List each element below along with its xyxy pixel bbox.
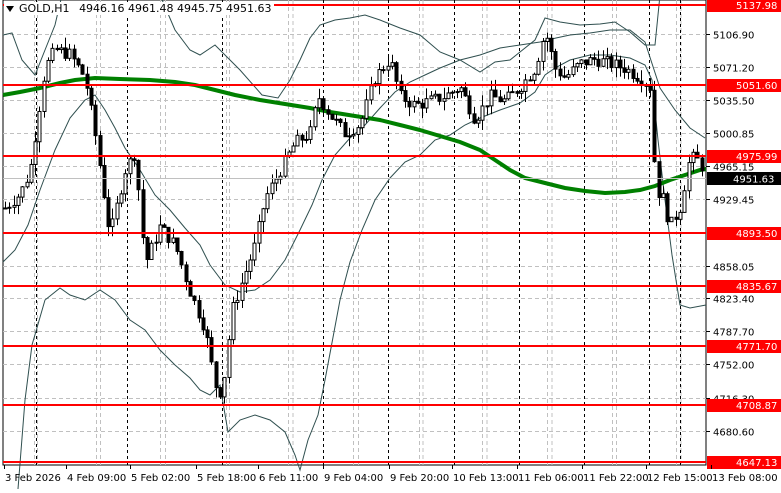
price-tick-label: 5035.50 xyxy=(713,97,754,108)
time-axis: 3 Feb 2026 4 Feb 09:00 5 Feb 02:00 5 Feb 18… xyxy=(4,465,778,484)
time-tick-label: 9 Feb 20:00 xyxy=(390,473,449,484)
ohlc-label: 4946.16 4961.48 4945.75 4951.63 xyxy=(79,2,272,15)
time-tick-label: 5 Feb 18:00 xyxy=(197,473,256,484)
level-price-label: 4893.50 xyxy=(736,229,777,240)
price-axis: 5106.90 5071.20 5035.50 5000.85 4965.15 4929.… xyxy=(706,0,781,469)
symbol-label: GOLD,H1 xyxy=(19,2,70,15)
price-tick-label: 5071.20 xyxy=(713,64,754,75)
time-tick-label: 5 Feb 02:00 xyxy=(131,473,190,484)
time-tick-label: 6 Feb 11:00 xyxy=(259,473,318,484)
level-price-badge xyxy=(707,79,781,92)
time-tick-label: 10 Feb 13:00 xyxy=(453,473,519,484)
level-price-label: 4647.13 xyxy=(736,458,777,469)
chart-title: GOLD,H1 4946.16 4961.48 4945.75 4951.63 xyxy=(4,2,274,15)
level-price-label: 4835.67 xyxy=(736,282,777,293)
current-price-label: 4951.63 xyxy=(733,175,774,186)
level-price-badge xyxy=(707,456,781,469)
price-tick-label: 5000.85 xyxy=(713,130,754,141)
moving-average-line xyxy=(2,75,707,196)
time-tick-label: 12 Feb 15:00 xyxy=(647,473,713,484)
level-price-label: 5137.98 xyxy=(736,1,777,12)
upper-band xyxy=(2,0,62,76)
price-tick-label: 4787.70 xyxy=(713,328,754,339)
level-price-badge xyxy=(707,399,781,412)
price-tick-label: 4858.05 xyxy=(713,263,754,274)
middle-band xyxy=(2,29,706,293)
level-price-label: 4975.99 xyxy=(736,152,777,163)
level-price-badge xyxy=(707,227,781,240)
level-price-label: 4771.70 xyxy=(736,342,777,353)
triangle-down-icon[interactable] xyxy=(6,6,14,12)
price-tick-label: 4929.45 xyxy=(713,196,754,207)
level-price-label: 5051.60 xyxy=(736,81,777,92)
price-tick-label: 4680.60 xyxy=(713,428,754,439)
level-price-badge xyxy=(707,280,781,293)
time-tick-label: 13 Feb 08:00 xyxy=(712,473,778,484)
level-price-badge xyxy=(707,340,781,353)
upper-band-2 xyxy=(161,0,661,99)
price-tick-label: 4965.15 xyxy=(713,163,754,174)
level-price-label: 4708.87 xyxy=(736,401,777,412)
time-tick-label: 4 Feb 09:00 xyxy=(67,473,126,484)
time-tick-label: 3 Feb 2026 xyxy=(5,473,61,484)
level-price-badge xyxy=(707,0,781,12)
candlesticks xyxy=(3,32,705,404)
level-price-badge xyxy=(707,150,781,163)
levels xyxy=(3,4,706,463)
current-price-badge xyxy=(707,172,781,185)
time-tick-label: 9 Feb 04:00 xyxy=(324,473,383,484)
price-tick-label: 5106.90 xyxy=(713,31,754,42)
price-tick-label: 4823.40 xyxy=(713,295,754,306)
lower-band xyxy=(17,54,707,490)
time-tick-label: 11 Feb 06:00 xyxy=(518,473,584,484)
time-tick-label: 11 Feb 22:00 xyxy=(583,473,649,484)
price-tick-label: 4752.00 xyxy=(713,361,754,372)
